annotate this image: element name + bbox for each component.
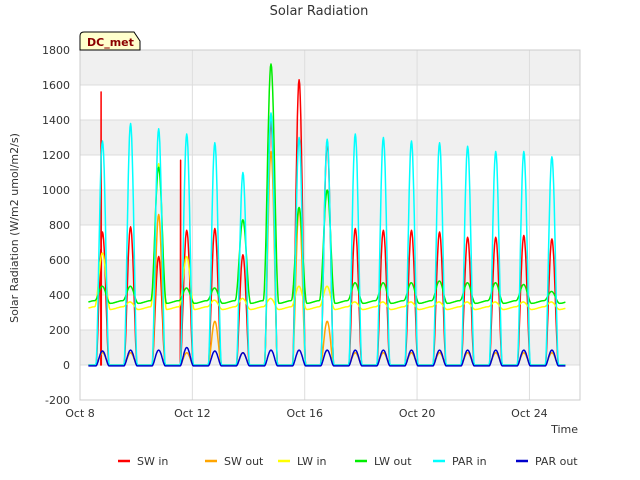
y-tick-label: 600	[49, 254, 70, 267]
legend-item-sw-in: SW in	[118, 455, 168, 468]
y-tick-label: 1800	[42, 44, 70, 57]
x-tick-label: Oct 12	[174, 407, 211, 420]
legend-label: LW out	[374, 455, 412, 468]
y-tick-label: -200	[45, 394, 70, 407]
grid-band	[80, 120, 580, 155]
legend-item-lw-in: LW in	[278, 455, 327, 468]
y-tick-label: 1000	[42, 184, 70, 197]
series-line-lw-in	[88, 162, 566, 311]
y-tick-label: 0	[63, 359, 70, 372]
x-axis-label: Time	[550, 423, 578, 436]
x-tick-label: Oct 8	[65, 407, 95, 420]
y-tick-label: 1600	[42, 79, 70, 92]
legend-label: PAR out	[535, 455, 578, 468]
plot-frame	[79, 49, 581, 401]
legend-item-lw-out: LW out	[355, 455, 412, 468]
chart-title: Solar Radiation	[270, 4, 369, 19]
x-tick-label: Oct 20	[399, 407, 436, 420]
series-line-par-in	[88, 112, 566, 366]
x-tick-label: Oct 24	[511, 407, 548, 420]
legend-label: SW out	[224, 455, 264, 468]
legend-label: LW in	[297, 455, 327, 468]
x-tick-label: Oct 16	[286, 407, 323, 420]
y-tick-label: 200	[49, 324, 70, 337]
dc-met-badge: DC_met	[79, 31, 141, 51]
series-line-par-out	[88, 346, 566, 367]
y-axis-ticks: -200 0 200 400 600 800 1000 1200 1400 1600 1800	[42, 44, 70, 407]
legend-item-par-out: PAR out	[516, 455, 578, 468]
legend-label: PAR in	[452, 455, 487, 468]
y-axis-label: Solar Radiation (W/m2 umol/m2/s)	[8, 133, 21, 323]
grid-band	[80, 50, 580, 85]
legend-item-sw-out: SW out	[205, 455, 264, 468]
y-tick-label: 1400	[42, 114, 70, 127]
series-line-lw-out	[88, 63, 566, 305]
legend: SW in SW out LW in LW out PAR in PAR out	[118, 455, 578, 468]
data-series	[88, 63, 566, 367]
y-tick-label: 400	[49, 289, 70, 302]
x-axis-ticks: Oct 8 Oct 12 Oct 16 Oct 20 Oct 24	[65, 407, 547, 420]
badge-label: DC_met	[87, 36, 134, 49]
y-tick-label: 800	[49, 219, 70, 232]
legend-label: SW in	[137, 455, 168, 468]
legend-item-par-in: PAR in	[433, 455, 487, 468]
y-tick-label: 1200	[42, 149, 70, 162]
